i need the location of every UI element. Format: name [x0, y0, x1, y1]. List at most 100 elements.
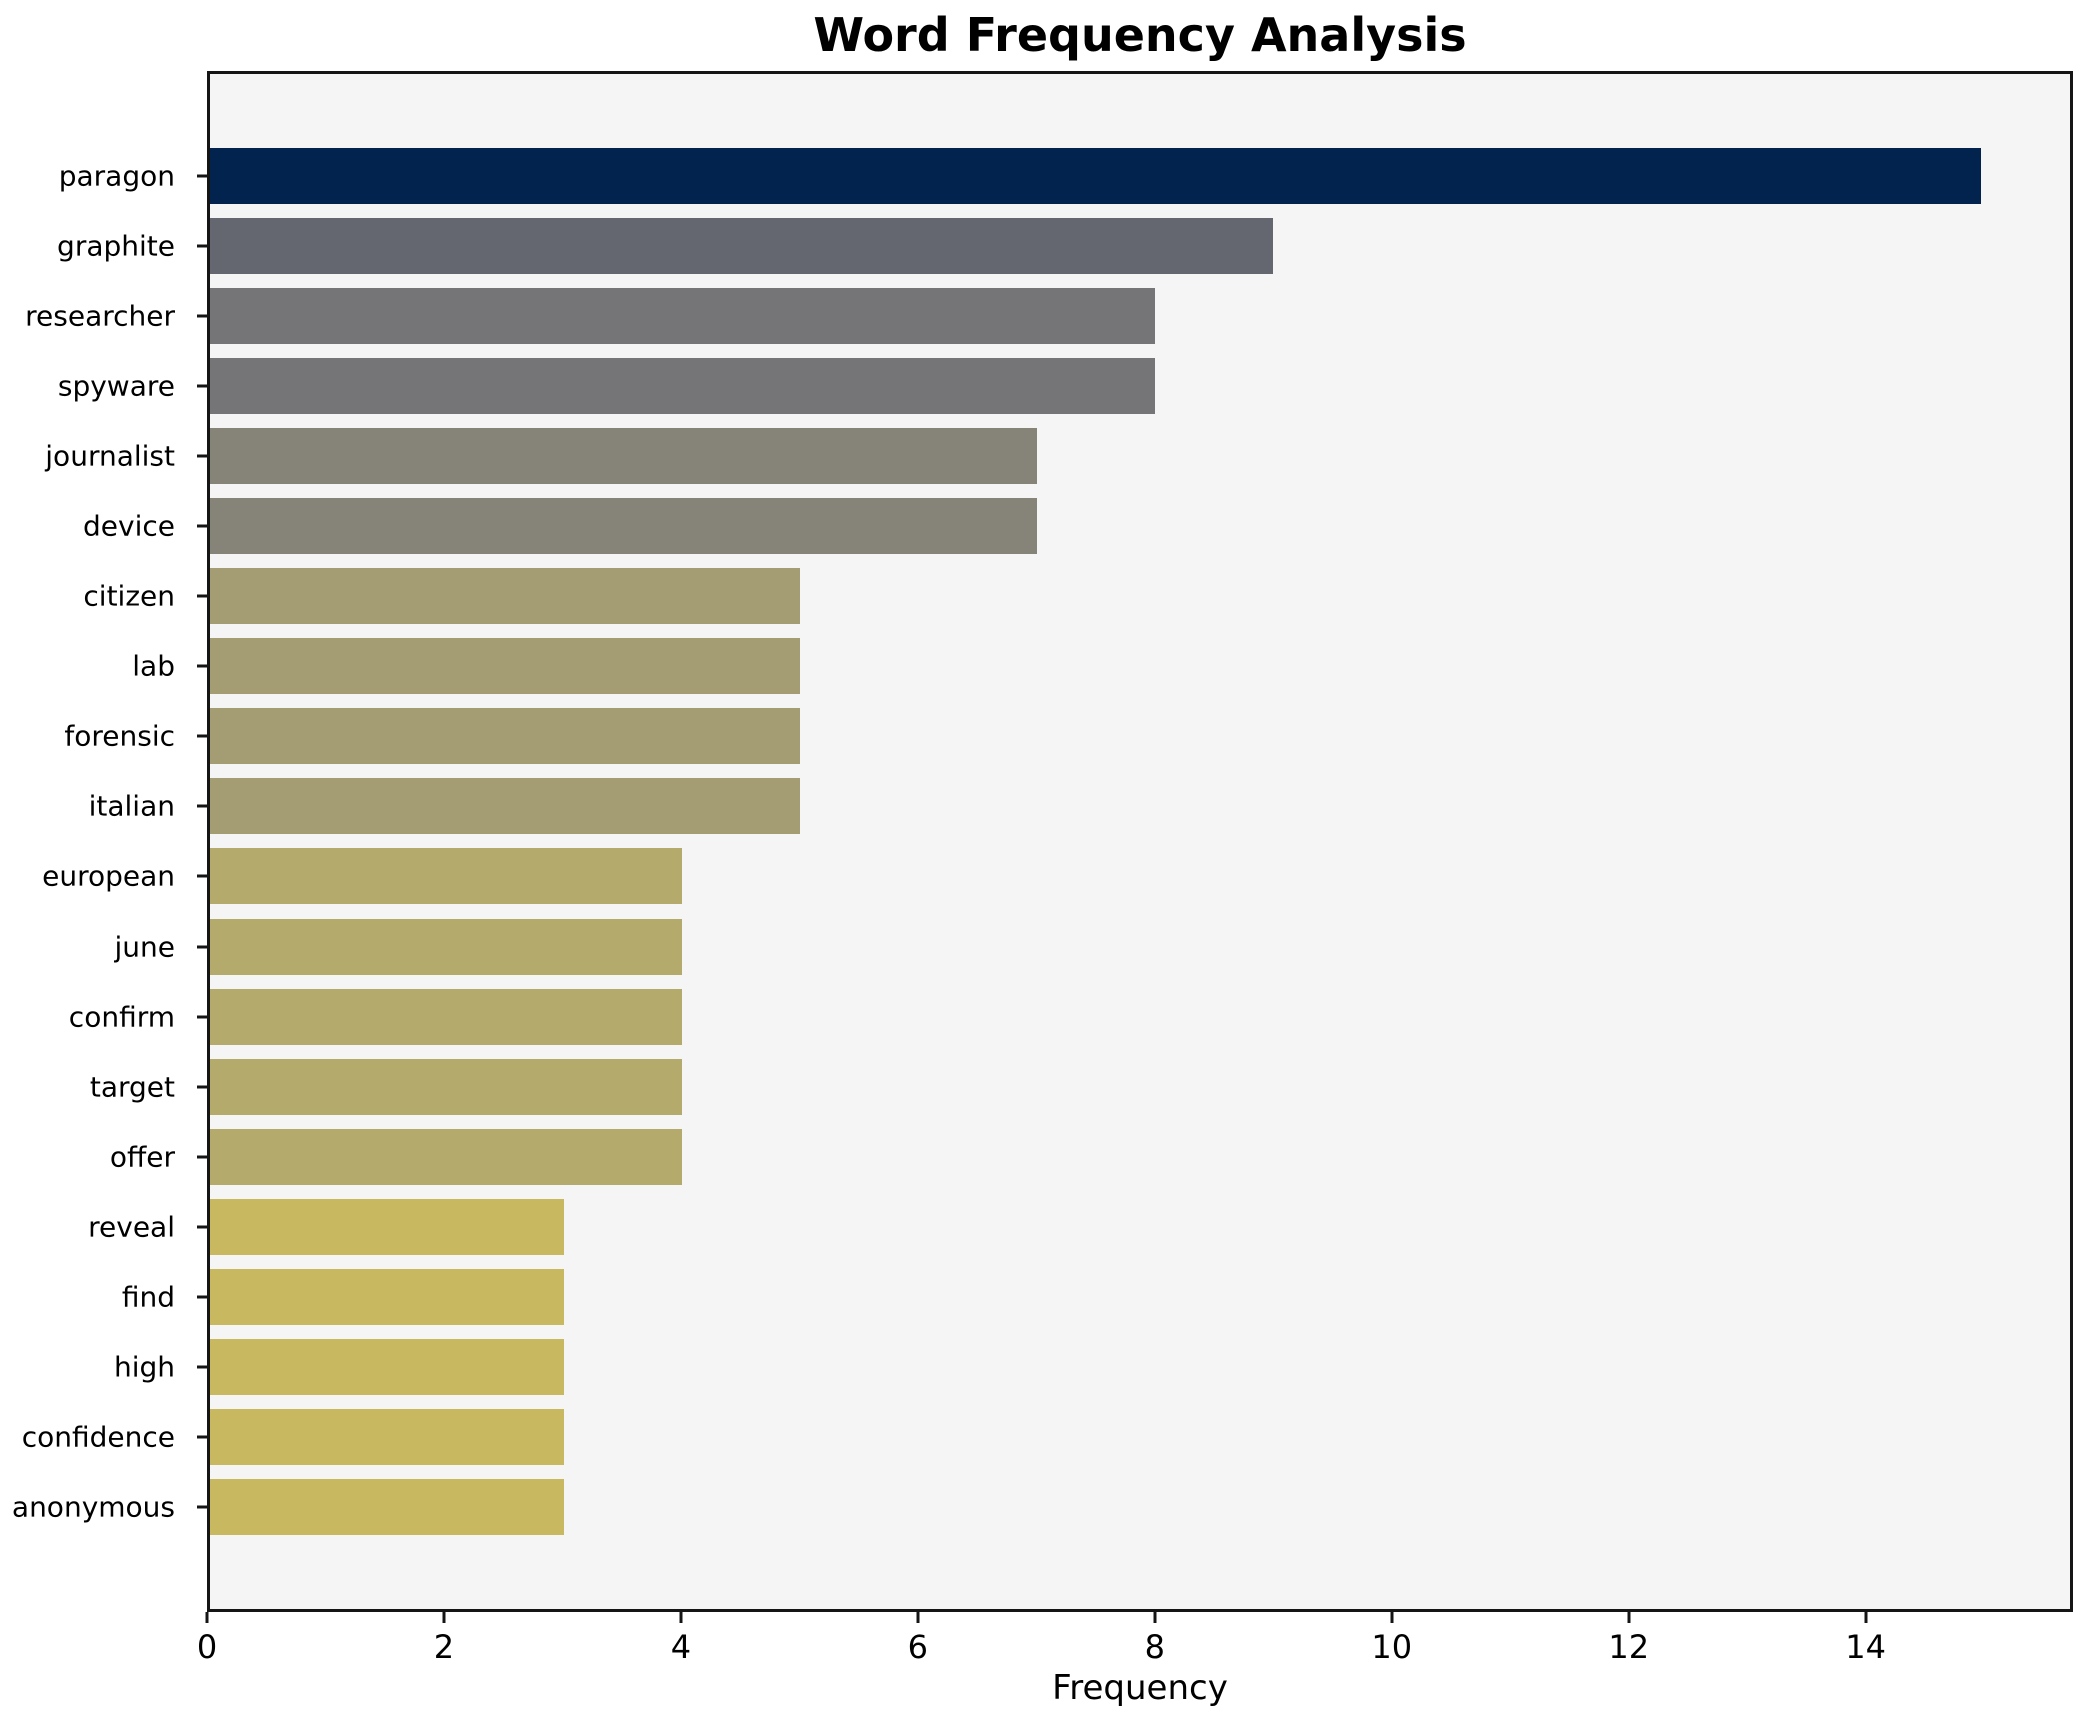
y-tick-mark	[197, 1225, 207, 1229]
bar-row: lab	[132, 631, 2070, 701]
y-tick-mark	[197, 945, 207, 949]
frequency-bar	[210, 918, 683, 975]
y-tick-mark	[197, 454, 207, 458]
bar-series: paragon graphite researcher spyware journali…	[12, 74, 2070, 1609]
bar-row: italian	[89, 771, 2070, 841]
x-axis-title: Frequency	[1052, 1668, 1228, 1708]
bar-row: journalist	[45, 421, 2070, 491]
x-tick-mark	[1153, 1612, 1157, 1623]
y-tick-mark	[197, 244, 207, 248]
y-tick-mark	[197, 664, 207, 668]
frequency-bar	[210, 708, 801, 765]
y-tick-mark	[197, 1155, 207, 1159]
chart-title: Word Frequency Analysis	[813, 8, 1467, 62]
bar-row: confirm	[69, 982, 2070, 1052]
bar-row: citizen	[83, 561, 2070, 631]
frequency-bar	[210, 428, 1037, 485]
y-tick-mark	[197, 1365, 207, 1369]
y-tick-mark	[197, 1295, 207, 1299]
x-tick-mark	[1390, 1612, 1394, 1623]
bar-row: paragon	[59, 141, 2070, 211]
bar-row: researcher	[25, 281, 2070, 351]
category-label: high	[113, 1350, 175, 1384]
bar-row: offer	[110, 1122, 2070, 1192]
category-label: target	[89, 1070, 175, 1104]
category-label: italian	[88, 789, 175, 823]
bar-row: reveal	[88, 1192, 2070, 1262]
category-label: offer	[109, 1140, 175, 1174]
bar-row: find	[122, 1262, 2070, 1332]
plot-area: paragon graphite researcher spyware journali…	[12, 71, 2073, 1612]
category-label: confirm	[68, 1000, 175, 1034]
category-label: anonymous	[11, 1490, 175, 1524]
x-tick-label: 14	[1845, 1628, 1887, 1666]
y-tick-mark	[197, 1085, 207, 1089]
category-label: citizen	[83, 579, 175, 613]
bar-row: device	[83, 491, 2070, 561]
frequency-bar	[210, 1198, 565, 1255]
x-tick-mark	[1627, 1612, 1631, 1623]
y-tick-mark	[197, 174, 207, 178]
category-label: graphite	[57, 229, 175, 263]
y-tick-mark	[197, 1505, 207, 1509]
y-tick-mark	[197, 1435, 207, 1439]
frequency-bar	[210, 358, 1155, 415]
x-tick-label: 6	[907, 1628, 929, 1666]
bar-row: graphite	[57, 211, 2070, 281]
x-tick-mark	[442, 1612, 446, 1623]
category-label: confidence	[21, 1420, 175, 1454]
category-label: forensic	[64, 719, 175, 753]
frequency-bar	[210, 498, 1037, 555]
y-tick-mark	[197, 524, 207, 528]
frequency-bar	[210, 148, 1982, 204]
x-axis: 0 2 4 6 8 10 12 14	[197, 1612, 2073, 1682]
category-label: find	[121, 1280, 175, 1314]
category-label: reveal	[88, 1210, 175, 1244]
frequency-bar	[210, 1408, 565, 1465]
frequency-bar	[210, 1128, 683, 1185]
x-tick-mark	[1864, 1612, 1868, 1623]
y-tick-mark	[197, 594, 207, 598]
bar-row: european	[42, 841, 2070, 911]
x-tick-mark	[916, 1612, 920, 1623]
category-label: european	[42, 859, 175, 893]
bar-row: june	[115, 912, 2070, 982]
bar-row: target	[90, 1052, 2070, 1122]
y-tick-mark	[197, 384, 207, 388]
category-label: journalist	[45, 439, 175, 473]
category-label: researcher	[25, 299, 175, 333]
bar-row: anonymous	[12, 1472, 2070, 1542]
category-label: device	[83, 509, 175, 543]
frequency-bar	[210, 1058, 683, 1115]
x-tick-label: 2	[433, 1628, 455, 1666]
frequency-bar	[210, 1268, 565, 1325]
category-label: june	[114, 930, 176, 964]
frequency-bar	[210, 848, 683, 905]
x-tick-mark	[679, 1612, 683, 1623]
y-tick-mark	[197, 1015, 207, 1019]
frequency-bar	[210, 288, 1155, 345]
bar-row: spyware	[58, 351, 2070, 421]
frequency-bar	[210, 1338, 565, 1395]
frequency-bar	[210, 778, 801, 835]
y-tick-mark	[197, 314, 207, 318]
frequency-bar	[210, 568, 801, 625]
x-tick-label: 0	[196, 1628, 218, 1666]
x-tick-label: 10	[1371, 1628, 1413, 1666]
x-tick-label: 4	[670, 1628, 692, 1666]
frequency-bar	[210, 1478, 565, 1535]
y-tick-mark	[197, 874, 207, 878]
category-label: paragon	[58, 159, 175, 193]
frequency-bar	[210, 988, 683, 1045]
frequency-bar	[210, 638, 801, 695]
x-tick-label: 12	[1608, 1628, 1650, 1666]
bar-row: high	[114, 1332, 2070, 1402]
x-tick-mark	[205, 1612, 209, 1623]
x-tick-label: 8	[1144, 1628, 1165, 1666]
frequency-bar	[210, 218, 1273, 275]
bar-row: forensic	[64, 701, 2070, 771]
category-label: spyware	[57, 369, 175, 403]
bar-row: confidence	[22, 1402, 2070, 1472]
category-label: lab	[132, 649, 175, 683]
y-tick-mark	[197, 734, 207, 738]
